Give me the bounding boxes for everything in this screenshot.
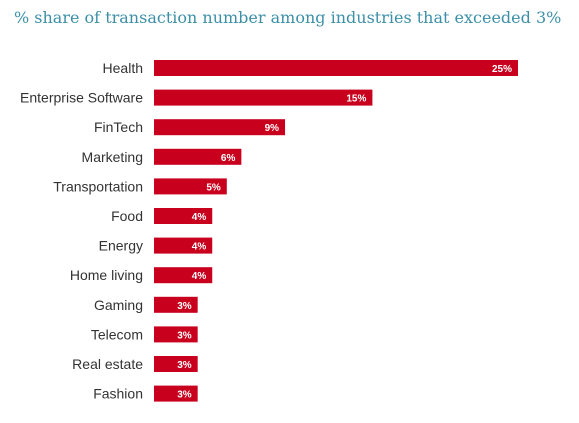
value-label: 6% xyxy=(221,153,236,164)
category-label: Gaming xyxy=(94,297,143,313)
value-label: 15% xyxy=(346,94,366,105)
bars xyxy=(154,60,518,402)
bar xyxy=(154,385,198,402)
category-label: Home living xyxy=(70,267,143,283)
bar xyxy=(154,296,198,313)
bar xyxy=(154,356,198,372)
category-label: Fashion xyxy=(93,386,143,402)
value-label: 3% xyxy=(177,301,192,312)
category-label: Transportation xyxy=(53,178,143,194)
bar xyxy=(154,60,518,76)
value-labels: 25% 15% 9% 6% 5% 4% 4% 4% 3% 3% 3% 3% xyxy=(177,64,512,401)
bar xyxy=(154,267,213,284)
category-label: FinTech xyxy=(94,119,143,135)
category-label: Enterprise Software xyxy=(20,90,143,106)
category-label: Food xyxy=(111,208,143,224)
bar xyxy=(154,178,227,195)
bar xyxy=(154,237,213,254)
bar xyxy=(154,326,198,343)
chart-title: % share of transaction number among indu… xyxy=(14,8,562,27)
category-label: Marketing xyxy=(82,149,143,165)
value-label: 9% xyxy=(265,123,280,134)
value-label: 5% xyxy=(206,182,221,193)
bar xyxy=(154,89,373,106)
value-label: 4% xyxy=(192,242,207,253)
category-label: Real estate xyxy=(72,356,143,372)
value-label: 3% xyxy=(177,390,192,401)
value-label: 4% xyxy=(192,212,207,223)
category-labels: Health Enterprise Software FinTech Marketin… xyxy=(20,60,143,402)
bar xyxy=(154,148,242,165)
bar xyxy=(154,119,286,136)
value-label: 3% xyxy=(177,330,192,341)
category-label: Telecom xyxy=(91,326,143,342)
bar xyxy=(154,208,213,224)
category-label: Health xyxy=(103,60,143,76)
category-label: Energy xyxy=(99,238,143,254)
value-label: 3% xyxy=(177,360,192,371)
value-label: 25% xyxy=(492,64,512,75)
value-label: 4% xyxy=(192,271,207,282)
